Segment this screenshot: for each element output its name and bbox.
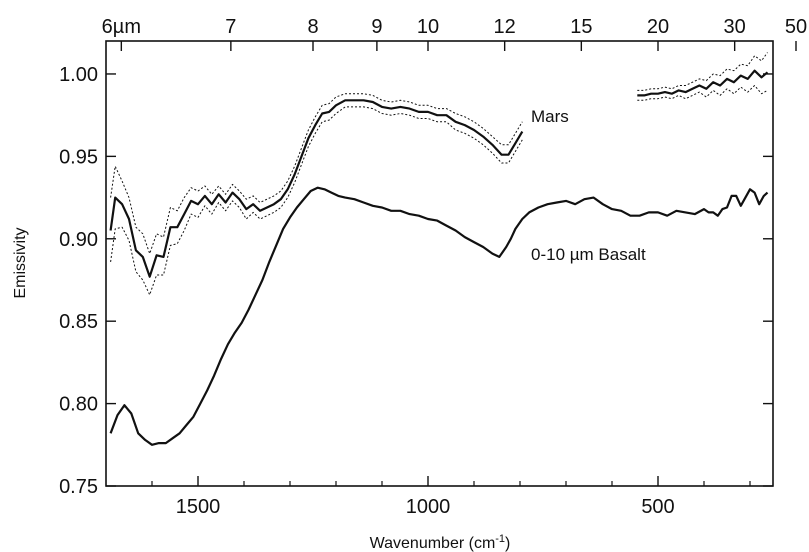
mars-uncertainty-line — [637, 85, 768, 101]
y-axis-title: Emissivity — [12, 227, 29, 298]
tick-labels: 0.75 0.80 0.85 0.90 0.95 1.00 1500 1000 500 6µm 7 8… — [59, 16, 807, 518]
y-tick-label: 0.90 — [59, 229, 98, 251]
top-tick-label: 6µm — [102, 16, 141, 38]
mars-line — [109, 99, 524, 278]
x-axis-title-close: ) — [505, 535, 510, 552]
mars-uncertainty-line — [110, 106, 523, 296]
top-tick-label: 12 — [494, 16, 516, 38]
top-tick-label: 9 — [371, 16, 382, 38]
top-tick-label: 20 — [647, 16, 669, 38]
plot-frame — [105, 40, 774, 487]
mars-uncertainty-line — [110, 93, 523, 255]
y-tick-label: 0.75 — [59, 476, 98, 498]
x-axis-title-main: Wavenumber (cm — [370, 535, 496, 552]
series-label-basalt: 0-10 µm Basalt — [531, 245, 646, 264]
x-axis-title-superscript: -1 — [495, 533, 505, 545]
x-tick-label: 1000 — [406, 496, 451, 518]
x-tick-label: 1500 — [176, 496, 221, 518]
top-tick-label: 50 — [785, 16, 807, 38]
top-tick-label: 10 — [417, 16, 439, 38]
x-tick-label: 500 — [641, 496, 674, 518]
y-tick-label: 0.80 — [59, 394, 98, 416]
top-tick-label: 30 — [724, 16, 746, 38]
x-axis-title: Wavenumber (cm-1) — [370, 533, 511, 552]
axis-ticks — [106, 41, 797, 487]
mars-uncertainty-line — [637, 52, 768, 91]
top-tick-label: 7 — [225, 16, 236, 38]
y-tick-label: 0.85 — [59, 311, 98, 333]
mars-line — [637, 69, 769, 97]
top-tick-label: 8 — [307, 16, 318, 38]
y-tick-label: 0.95 — [59, 146, 98, 168]
series-label-mars: Mars — [531, 107, 569, 126]
top-tick-label: 15 — [570, 16, 592, 38]
basalt-line — [109, 186, 769, 446]
y-tick-label: 1.00 — [59, 64, 98, 86]
series-lines — [109, 52, 769, 446]
